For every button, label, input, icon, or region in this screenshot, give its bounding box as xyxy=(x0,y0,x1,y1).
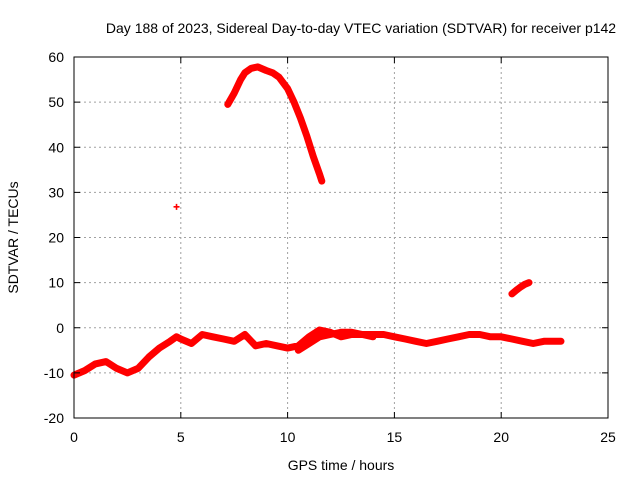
data-point xyxy=(412,338,419,345)
y-tick-label: 30 xyxy=(48,184,64,200)
data-point xyxy=(231,90,238,97)
data-point xyxy=(348,329,355,336)
data-point xyxy=(370,333,377,340)
data-point xyxy=(263,67,270,74)
data-point xyxy=(81,367,88,374)
data-point xyxy=(444,336,451,343)
data-point xyxy=(145,354,152,361)
data-point xyxy=(508,336,515,343)
series-band xyxy=(224,63,326,185)
data-point xyxy=(273,342,280,349)
y-tick-label: 20 xyxy=(48,230,64,246)
data-point xyxy=(487,333,494,340)
data-point xyxy=(241,331,248,338)
data-point xyxy=(498,333,505,340)
data-point xyxy=(434,338,441,345)
series-layer xyxy=(70,63,565,379)
y-tick-label: 40 xyxy=(48,139,64,155)
data-point xyxy=(167,338,174,345)
data-point xyxy=(558,338,565,345)
data-point xyxy=(316,333,323,340)
data-point xyxy=(305,333,312,340)
data-point xyxy=(173,333,180,340)
data-point xyxy=(513,287,520,294)
data-point xyxy=(295,347,302,354)
data-point xyxy=(248,65,255,72)
chart-title: Day 188 of 2023, Sidereal Day-to-day VTE… xyxy=(106,20,616,36)
data-point xyxy=(521,281,528,288)
data-point xyxy=(517,284,524,291)
data-point xyxy=(466,331,473,338)
data-point xyxy=(269,69,276,76)
data-point xyxy=(380,331,387,338)
data-point xyxy=(305,340,312,347)
ticks: 0 5 10 15 20 25 -20 -10 0 10 20 30 40 50 60 xyxy=(44,49,616,445)
data-point xyxy=(237,76,244,83)
data-point xyxy=(113,365,120,372)
y-tick-label: 0 xyxy=(56,320,64,336)
data-point xyxy=(254,63,261,70)
data-point xyxy=(173,203,180,210)
data-point xyxy=(156,345,163,352)
data-point xyxy=(177,336,184,343)
data-point xyxy=(338,329,344,336)
data-point xyxy=(220,336,227,343)
y-axis-label: SDTVAR / TECUs xyxy=(5,181,21,293)
data-point xyxy=(135,365,142,372)
y-tick-label: -20 xyxy=(44,410,64,426)
data-point xyxy=(359,331,366,338)
x-tick-label: 10 xyxy=(280,429,296,445)
data-point xyxy=(525,279,532,286)
data-point xyxy=(199,331,206,338)
data-point xyxy=(316,327,323,334)
data-point xyxy=(224,101,231,108)
data-point xyxy=(103,358,110,365)
data-point xyxy=(188,340,195,347)
data-point xyxy=(124,369,131,376)
series-secondary-loop xyxy=(294,328,377,354)
data-point xyxy=(310,153,317,160)
y-tick-label: 10 xyxy=(48,275,64,291)
data-point xyxy=(276,74,283,81)
data-point xyxy=(540,338,547,345)
data-point xyxy=(92,360,99,367)
data-point xyxy=(316,171,323,178)
series-late-segment xyxy=(508,279,533,298)
data-point xyxy=(263,340,270,347)
data-point xyxy=(551,338,558,345)
data-point xyxy=(423,340,430,347)
data-point xyxy=(297,114,304,121)
series-arc xyxy=(224,63,326,185)
x-tick-label: 15 xyxy=(387,429,403,445)
x-tick-label: 5 xyxy=(177,429,185,445)
data-point xyxy=(318,178,325,185)
data-point xyxy=(291,99,298,106)
x-tick-label: 20 xyxy=(493,429,509,445)
grid xyxy=(74,57,608,418)
data-point xyxy=(284,85,291,92)
data-point xyxy=(530,340,537,347)
data-point xyxy=(209,333,216,340)
data-point xyxy=(252,342,259,349)
data-point xyxy=(508,290,515,297)
x-tick-label: 0 xyxy=(70,429,78,445)
data-point xyxy=(284,345,291,352)
x-axis-label: GPS time / hours xyxy=(288,457,395,473)
data-point xyxy=(327,331,334,338)
data-point xyxy=(476,331,483,338)
x-tick-label: 25 xyxy=(600,429,616,445)
data-point xyxy=(519,338,526,345)
y-tick-label: 60 xyxy=(48,49,64,65)
data-point xyxy=(303,132,310,139)
data-point xyxy=(391,333,398,340)
data-point xyxy=(241,69,248,76)
data-point xyxy=(402,336,409,343)
y-tick-label: 50 xyxy=(48,94,64,110)
data-point xyxy=(231,338,238,345)
series-outlier xyxy=(173,203,180,210)
data-point xyxy=(455,333,462,340)
y-tick-label: -10 xyxy=(44,365,64,381)
